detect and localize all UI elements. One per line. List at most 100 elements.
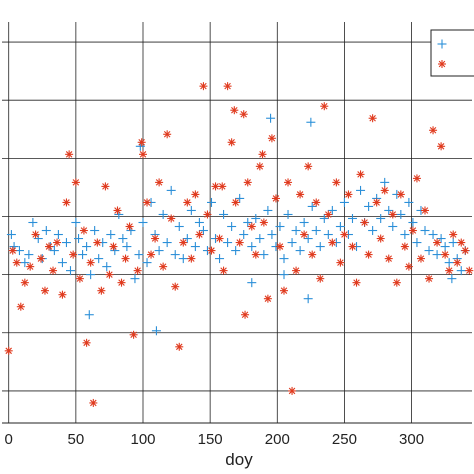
data-point-asterisk [211,182,220,191]
data-point-plus [319,213,329,223]
data-point-asterisk [304,162,313,171]
star-d2 [337,259,344,266]
data-point-plus [291,226,301,236]
data-point-asterisk [429,126,438,135]
star-d2 [216,235,223,242]
star-d2 [83,339,90,347]
data-point-asterisk [133,266,142,275]
star-d2 [208,247,215,254]
data-point-plus [61,238,71,248]
star-d2 [163,131,171,138]
data-point-asterisk [292,266,301,275]
data-point-plus [138,218,148,227]
data-point-asterisk [284,178,293,187]
data-point-plus [311,226,321,236]
data-point-asterisk [400,242,409,251]
data-point-plus [396,209,406,219]
data-point-asterisk [344,190,353,199]
data-point-asterisk [71,178,80,187]
data-point-asterisk [117,278,126,287]
data-point-plus [266,113,276,123]
series-plus-markers [6,113,470,336]
star-d2 [204,211,211,218]
data-point-plus [206,197,216,207]
x-tick-label: 200 [265,431,290,448]
data-point-plus [86,270,96,280]
star-d2 [188,255,195,262]
data-point-plus [456,266,466,276]
data-point-plus [412,238,422,248]
data-point-asterisk [247,222,256,231]
star-d2 [167,215,175,222]
data-point-asterisk [151,234,160,243]
star-d2 [369,114,376,122]
data-point-asterisk [316,274,325,283]
x-tick-label: 300 [399,431,424,448]
data-point-asterisk [82,338,91,347]
star-d2 [72,179,80,186]
data-point-plus [424,246,434,256]
data-point-plus [106,230,116,240]
star-d2 [98,287,105,294]
data-point-asterisk [215,234,224,243]
data-point-asterisk [275,242,284,251]
data-point-asterisk [412,174,421,183]
data-point-asterisk [457,238,466,247]
star-d2 [345,191,352,198]
star-d2 [53,239,61,246]
data-point-plus [267,230,277,240]
star-d2 [228,139,235,146]
star-d2 [184,199,191,206]
data-point-asterisk [348,242,357,251]
data-point-asterisk [129,330,138,339]
star-d2 [90,399,97,407]
star-d2 [325,211,332,218]
star-d2 [147,251,155,258]
data-point-asterisk [263,294,272,303]
data-point-asterisk [36,254,45,263]
data-point-asterisk [449,230,458,239]
data-point-asterisk [199,82,208,91]
star-d2 [244,179,252,186]
data-point-plus [380,177,390,187]
data-point-plus [315,242,325,252]
star-d2 [248,223,256,230]
data-point-plus [447,274,457,284]
data-point-plus [134,250,144,260]
star-d2 [413,175,421,182]
data-point-asterisk [86,258,95,267]
star-d2 [417,255,425,262]
star-d2 [349,243,356,250]
star-d2 [405,263,413,270]
data-point-plus [306,117,316,127]
star-d2 [240,110,247,118]
star-d2 [292,267,300,274]
star-d2 [139,151,147,158]
data-point-plus [404,197,414,207]
data-point-asterisk [195,230,204,239]
data-point-asterisk [20,278,29,287]
data-point-asterisk [421,206,429,215]
star-d2 [397,191,405,198]
star-d2 [284,179,292,186]
data-point-asterisk [332,178,341,187]
data-point-asterisk [187,254,196,263]
data-point-asterisk [425,274,434,283]
data-point-plus [368,226,378,236]
star-d2 [280,287,288,294]
star-d2 [17,303,25,310]
x-tick-label: 0 [5,431,13,448]
data-point-asterisk [324,210,333,219]
star-d2 [357,171,364,178]
star-d2 [130,331,137,339]
star-d2 [433,239,441,246]
star-d2 [377,235,384,242]
data-point-asterisk [235,238,244,247]
data-point-plus [102,262,112,272]
star-d2 [122,255,129,262]
data-point-asterisk [437,142,446,151]
star-d2 [13,259,21,266]
star-d2 [37,255,45,262]
star-d2 [192,191,199,198]
